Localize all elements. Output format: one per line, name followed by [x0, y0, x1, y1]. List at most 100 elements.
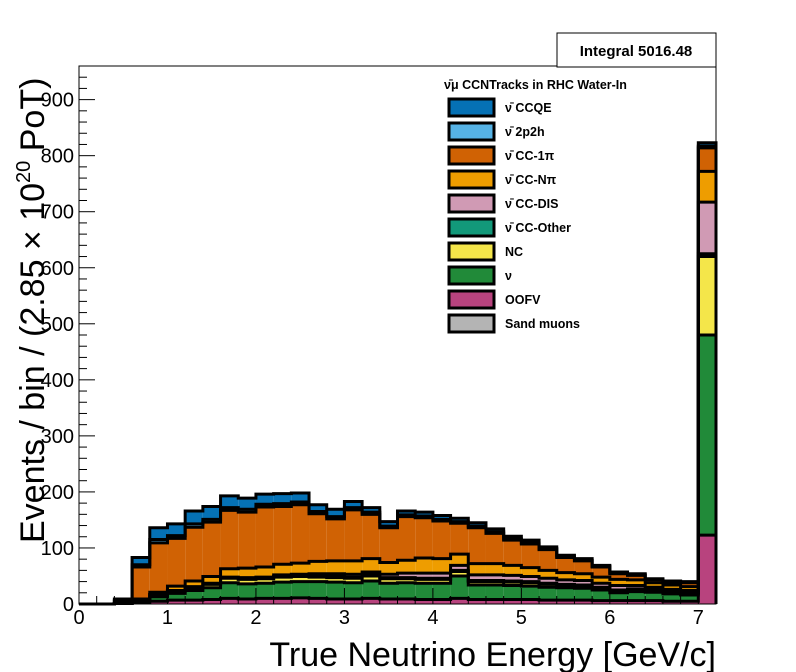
legend-item-antinu-cc-dis: ν̄ CC-DIS [447, 193, 558, 214]
bar-nu-bin-28 [574, 588, 593, 601]
y-tick-label: 0 [63, 594, 74, 616]
bar-nu-bin-21 [450, 575, 469, 599]
bar-nu-bin-26 [539, 587, 557, 601]
bar-nu-bin-18 [397, 582, 416, 599]
bar-antinu-cc-npi-bin-10 [255, 567, 274, 578]
outline-nu [79, 333, 718, 606]
bar-antinu-cc-npi-bin-28 [574, 573, 593, 581]
bar-antinu-ccqe-bin-4 [149, 527, 168, 540]
y-tick-label: 300 [41, 426, 74, 448]
bar-antinu-2p2h-bin-6 [185, 523, 203, 528]
legend-title: ν̄μ CCNTracks in RHC Water-In [444, 78, 627, 92]
stats-integral-label: Integral 5016.48 [580, 43, 693, 60]
bar-antinu-ccqe-bin-3 [132, 557, 150, 565]
histogram-bars [79, 141, 718, 606]
bar-antinu-cc-1pi-bin-31 [627, 575, 646, 580]
bar-oofv-bin-35 [698, 535, 716, 604]
bar-nu-bin-35 [698, 335, 716, 536]
bar-antinu-cc-dis-bin-30 [609, 585, 628, 590]
bar-antinu-cc-dis-bin-31 [627, 585, 646, 589]
bar-antinu-cc-dis-bin-28 [574, 580, 593, 585]
series-antinu-cc-npi [132, 171, 716, 600]
bar-oofv-bin-21 [450, 598, 469, 604]
bar-antinu-cc-1pi-bin-9 [238, 512, 256, 569]
legend-item-antinu-ccqe: ν̄ CCQE [447, 97, 552, 118]
y-axis-title-prefix: Events / bin / (2.85 × 10 [14, 183, 52, 543]
bar-antinu-ccqe-bin-18 [397, 510, 416, 515]
bar-nu-bin-19 [415, 583, 433, 600]
bar-antinu-ccqe-bin-22 [468, 522, 486, 527]
bar-antinu-cc-dis-bin-21 [450, 565, 469, 571]
bar-antinu-cc-npi-bin-14 [326, 560, 345, 574]
y-tick-label: 400 [41, 370, 74, 392]
bar-nc-bin-8 [220, 578, 239, 583]
bar-antinu-cc-npi-bin-32 [645, 582, 663, 588]
bar-antinu-cc-1pi-bin-3 [132, 567, 150, 599]
bar-antinu-cc-1pi-bin-28 [574, 560, 593, 574]
bar-nc-bin-15 [344, 578, 363, 583]
bar-nc-bin-20 [432, 579, 451, 584]
bar-nu-bin-31 [627, 591, 646, 601]
bar-nu-bin-9 [238, 583, 256, 599]
bar-antinu-cc-npi-bin-17 [379, 562, 398, 575]
x-tick-label: 4 [427, 607, 438, 629]
x-tick-label: 0 [73, 607, 84, 629]
bar-antinu-cc-npi-bin-33 [662, 584, 681, 590]
legend-swatch [447, 289, 496, 310]
bar-antinu-cc-1pi-bin-4 [149, 542, 168, 593]
bar-nu-bin-27 [556, 587, 575, 601]
bar-antinu-cc-dis-bin-24 [503, 575, 522, 582]
legend-item-nu: ν [447, 265, 512, 286]
bar-nc-bin-7 [202, 584, 221, 588]
bar-oofv-bin-20 [432, 599, 451, 604]
bar-antinu-cc-dis-bin-17 [379, 574, 398, 578]
bar-nu-bin-7 [202, 587, 221, 600]
bar-antinu-cc-npi-bin-35 [698, 171, 716, 203]
bar-antinu-cc-npi-bin-7 [202, 576, 221, 584]
bar-nc-bin-13 [309, 577, 327, 582]
legend-swatch [447, 193, 496, 214]
bar-antinu-cc-1pi-bin-16 [362, 514, 380, 559]
x-axis-title: True Neutrino Energy [GeV/c] [269, 636, 716, 672]
bar-nu-bin-15 [344, 582, 363, 599]
bar-antinu-cc-npi-bin-34 [680, 586, 699, 591]
legend-label: ν̄ CC-1π [505, 149, 555, 163]
bar-antinu-ccqe-bin-20 [432, 515, 451, 520]
bar-antinu-cc-1pi-bin-29 [592, 567, 610, 578]
legend-label: ν̄ CC-Other [505, 221, 571, 235]
bar-antinu-cc-1pi-bin-23 [485, 533, 504, 564]
x-tick-label: 2 [250, 607, 261, 629]
bar-antinu-ccqe-bin-16 [362, 507, 380, 513]
bar-antinu-cc-dis-bin-26 [539, 578, 557, 584]
bar-antinu-cc-1pi-bin-15 [344, 509, 363, 561]
bar-nu-bin-11 [273, 582, 292, 599]
bar-antinu-ccqe-bin-7 [202, 506, 221, 520]
bar-oofv-bin-29 [592, 600, 610, 604]
bar-antinu-cc-npi-bin-13 [309, 561, 327, 574]
bar-nu-bin-24 [503, 585, 522, 600]
bar-oofv-bin-32 [645, 600, 663, 604]
bar-oofv-bin-14 [326, 598, 345, 604]
y-tick-label: 500 [41, 314, 74, 336]
bar-oofv-bin-27 [556, 600, 575, 604]
legend-label: ν [505, 269, 512, 283]
bar-antinu-cc-npi-bin-29 [592, 577, 610, 584]
bar-oofv-bin-24 [503, 599, 522, 604]
bar-nc-bin-16 [362, 575, 380, 582]
bar-antinu-cc-npi-bin-16 [362, 558, 380, 573]
bar-antinu-ccqe-bin-5 [167, 523, 186, 536]
bar-antinu-cc-npi-bin-11 [273, 564, 292, 575]
legend-label: Sand muons [505, 317, 580, 331]
stats-box-frame [556, 32, 717, 68]
bar-antinu-cc-dis-bin-25 [521, 576, 540, 582]
bar-antinu-cc-npi-bin-27 [556, 572, 575, 580]
bar-nu-bin-17 [379, 583, 398, 599]
bar-nu-bin-5 [167, 593, 186, 601]
y-axis: 0 100 200 300 400 500 600 700 800 900 [41, 65, 95, 616]
bar-nu-bin-4 [149, 596, 168, 602]
bar-antinu-ccqe-bin-12 [291, 493, 310, 503]
bar-antinu-cc-npi-bin-8 [220, 568, 239, 578]
bar-antinu-cc-1pi-bin-12 [291, 504, 310, 564]
legend-swatch [447, 145, 496, 166]
